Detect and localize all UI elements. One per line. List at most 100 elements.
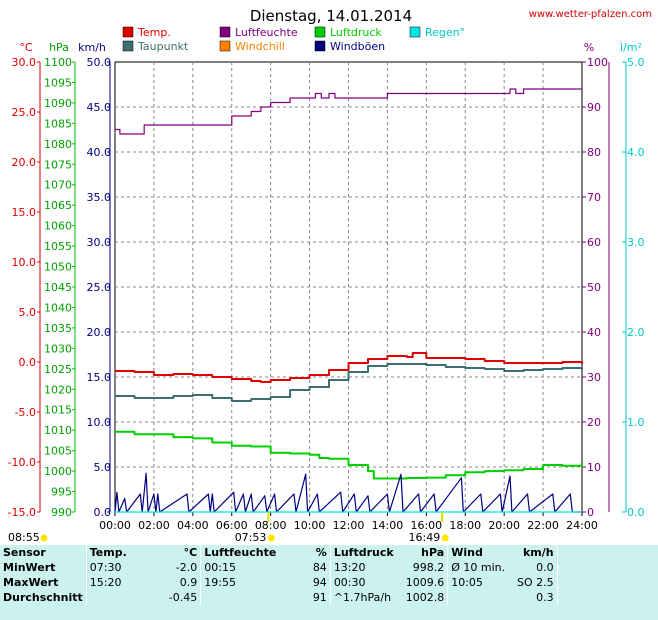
x-tick-label: 10:00	[294, 519, 326, 532]
hpa-tick-label: 1020	[44, 383, 72, 396]
legend-swatch	[409, 26, 421, 38]
rain-unit-label: l/m²	[620, 41, 642, 54]
humidity-line	[115, 88, 582, 135]
legend-swatch	[314, 40, 326, 52]
stats-table: Sensor Temp. °C Luftfeuchte % Luftdruck …	[0, 545, 658, 605]
hum-time: 19:55	[200, 575, 280, 590]
temp-header: Temp.	[85, 545, 147, 560]
temp-time: 07:30	[85, 560, 147, 575]
legend-label: Luftfeuchte	[235, 26, 298, 39]
legend-swatch	[122, 26, 134, 38]
stats-panel: Sensor Temp. °C Luftfeuchte % Luftdruck …	[0, 545, 658, 620]
weather-chart: Dienstag, 14.01.2014 www.wetter-pfalzen.…	[8, 7, 652, 544]
temp-tick-label: -10.0	[8, 456, 36, 469]
kmh-tick-label: 50.0	[87, 56, 112, 69]
hpa-tick-label: 1010	[44, 424, 72, 437]
x-tick-label: 02:00	[138, 519, 170, 532]
legend-label: Taupunkt	[137, 40, 189, 53]
wind-unit-header: km/h	[522, 546, 554, 559]
pct-tick-label: 50	[587, 281, 601, 294]
hpa-tick-label: 1060	[44, 220, 72, 233]
hum-time	[200, 590, 280, 605]
hpa-tick-label: 1040	[44, 301, 72, 314]
kmh-tick-label: 5.0	[94, 461, 112, 474]
hpa-tick-label: 1005	[44, 445, 72, 458]
kmh-tick-label: 20.0	[87, 326, 112, 339]
kmh-tick-label: 10.0	[87, 416, 112, 429]
hum-unit-header: %	[315, 546, 327, 559]
pct-tick-label: 80	[587, 146, 601, 159]
kmh-unit-label: km/h	[78, 41, 106, 54]
stats-spacer	[556, 545, 658, 560]
x-tick-label: 18:00	[449, 519, 481, 532]
kmh-tick-label: 35.0	[87, 191, 112, 204]
hpa-tick-label: 1090	[44, 97, 72, 110]
hpa-tick-label: 1075	[44, 158, 72, 171]
x-tick-label: 16:00	[410, 519, 442, 532]
chart-legend: Temp. Luftfeuchte Luftdruck Regen° Taupunkt W…	[122, 26, 465, 53]
sun-icon	[441, 534, 449, 542]
pres-unit-header: hPa	[421, 546, 445, 559]
pres-value: 1009.6	[405, 576, 445, 589]
hum-value: 94	[312, 576, 327, 589]
temp-unit-label: °C	[19, 41, 33, 54]
hum-value: 84	[312, 561, 327, 574]
legend-label: Regen°	[425, 26, 465, 39]
rain-tick-label: 0.0	[627, 506, 645, 519]
hpa-tick-label: 1045	[44, 281, 72, 294]
temp-time: 15:20	[85, 575, 147, 590]
temp-tick-label: 25.0	[12, 106, 37, 119]
plot-grid	[114, 61, 583, 513]
stats-row-avg: Durchschnitt -0.45 91 ^1.7hPa/h 1002.8 0…	[0, 590, 658, 605]
hpa-tick-label: 990	[51, 506, 72, 519]
wind-header: Wind	[447, 545, 510, 560]
legend-swatch	[122, 40, 134, 52]
legend-swatch	[219, 26, 231, 38]
temp-time	[85, 590, 147, 605]
x-tick-label: 06:00	[216, 519, 248, 532]
pct-tick-label: 70	[587, 191, 601, 204]
gust-line	[114, 472, 582, 513]
hpa-tick-label: 1000	[44, 465, 72, 478]
hpa-tick-label: 1035	[44, 322, 72, 335]
pres-value: 998.2	[412, 561, 445, 574]
legend-label: Windchill	[235, 40, 285, 53]
legend-label: Temp.	[137, 26, 171, 39]
kmh-tick-label: 45.0	[87, 101, 112, 114]
rain-tick-label: 3.0	[627, 236, 645, 249]
hpa-tick-label: 1055	[44, 240, 72, 253]
sun-event-label: 08:55	[8, 531, 40, 544]
legend-label: Windböen	[330, 40, 385, 53]
hpa-tick-label: 1100	[44, 56, 72, 69]
x-tick-label: 12:00	[333, 519, 365, 532]
legend-swatch	[219, 40, 231, 52]
hpa-tick-label: 1095	[44, 76, 72, 89]
wind-value: 0.0	[536, 561, 554, 574]
hpa-tick-label: 1080	[44, 138, 72, 151]
pres-time: 00:30	[329, 575, 400, 590]
x-tick-label: 22:00	[527, 519, 559, 532]
hpa-tick-label: 1070	[44, 179, 72, 192]
kmh-tick-label: 40.0	[87, 146, 112, 159]
x-tick-label: 04:00	[177, 519, 209, 532]
rain-tick-label: 2.0	[627, 326, 645, 339]
hpa-tick-label: 1025	[44, 363, 72, 376]
temp-tick-label: 20.0	[12, 156, 37, 169]
dewpoint-line	[115, 363, 583, 402]
temp-tick-label: -15.0	[8, 506, 36, 519]
x-tick-label: 20:00	[488, 519, 520, 532]
sun-events: 08:55 07:53 16:49	[8, 512, 449, 544]
pct-tick-label: 30	[587, 371, 601, 384]
temp-value: 0.9	[179, 576, 198, 589]
row-label: MinWert	[3, 561, 56, 574]
sensor-header: Sensor	[3, 546, 46, 559]
site-link[interactable]: www.wetter-pfalzen.com	[529, 9, 652, 20]
temp-line	[115, 352, 583, 383]
stats-row-max: MaxWert 15:20 0.9 19:55 94 00:30 1009.6 …	[0, 575, 658, 590]
temp-tick-label: 10.0	[12, 256, 37, 269]
chart-title: Dienstag, 14.01.2014	[250, 7, 412, 25]
sun-event-label: 16:49	[409, 531, 441, 544]
sun-event-label: 07:53	[235, 531, 267, 544]
x-tick-label: 14:00	[372, 519, 404, 532]
pct-tick-label: 60	[587, 236, 601, 249]
